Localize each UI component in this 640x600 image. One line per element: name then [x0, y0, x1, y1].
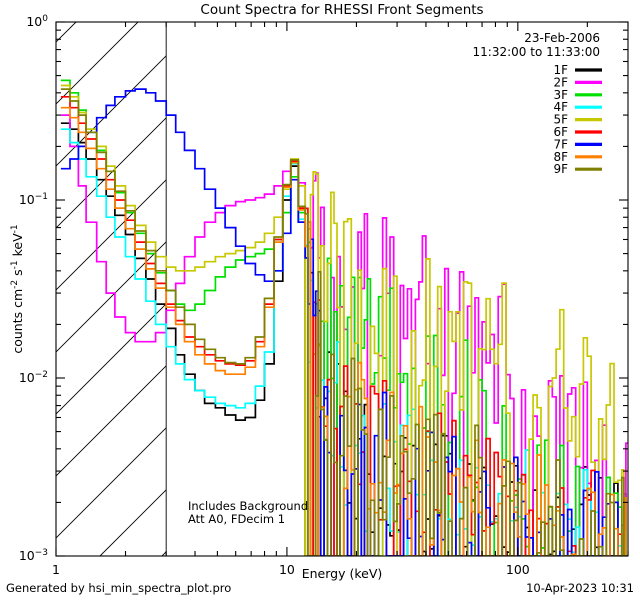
observation-time-range: 11:32:00 to 11:33:00 — [473, 45, 600, 59]
note-attenuator-state: Att A0, FDecim 1 — [188, 512, 285, 526]
legend-label-1f: 1F — [553, 63, 568, 77]
svg-text:1: 1 — [52, 562, 60, 577]
legend-label-2f: 2F — [553, 75, 568, 89]
svg-text:100: 100 — [26, 14, 48, 29]
y-axis-label: counts cm-2 s-1 keV-1 — [10, 224, 25, 353]
svg-text:10−2: 10−2 — [19, 370, 48, 385]
svg-text:10−3: 10−3 — [19, 548, 48, 563]
legend-label-4f: 4F — [553, 100, 568, 114]
footer-generated-by: Generated by hsi_min_spectra_plot.pro — [6, 581, 231, 595]
page-title: Count Spectra for RHESSI Front Segments — [200, 2, 483, 18]
svg-text:100: 100 — [506, 562, 530, 577]
footer-timestamp: 10-Apr-2023 10:31 — [526, 581, 634, 595]
legend-label-3f: 3F — [553, 88, 568, 102]
svg-text:counts cm-2 s-1 keV-1: counts cm-2 s-1 keV-1 — [10, 224, 25, 353]
spectra-series-layer — [60, 79, 628, 556]
legend-label-9f: 9F — [553, 162, 568, 176]
legend-label-6f: 6F — [553, 125, 568, 139]
note-includes-background: Includes Background — [188, 499, 308, 513]
plot-frame — [55, 21, 629, 557]
axes-layer: 1 10 100 100 10−1 10−2 10−3 — [19, 14, 629, 577]
legend-label-5f: 5F — [553, 113, 568, 127]
x-axis-label: Energy (keV) — [302, 566, 383, 581]
svg-text:10: 10 — [279, 562, 295, 577]
legend-label-8f: 8F — [553, 150, 568, 164]
observation-date: 23-Feb-2006 — [524, 31, 600, 45]
svg-text:10−1: 10−1 — [19, 192, 48, 207]
legend-label-7f: 7F — [553, 137, 568, 151]
